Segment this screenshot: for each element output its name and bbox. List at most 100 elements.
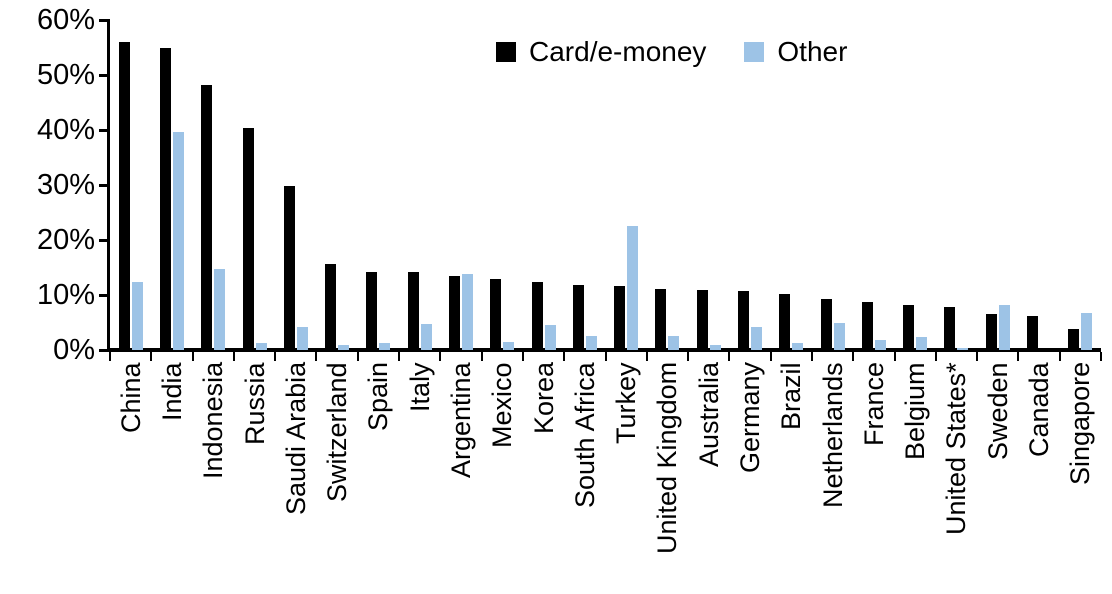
bar-card [283,186,295,350]
x-axis-label: Switzerland [322,362,353,502]
bar-card [614,286,626,350]
bar-card [696,290,708,350]
x-axis-label: Spain [363,362,394,432]
bar-other [255,342,267,350]
x-axis-tick [1100,352,1102,361]
y-axis-tick-label: 60% [36,4,95,36]
x-axis-label: Argentina [445,362,476,478]
x-axis-tick [810,352,813,361]
legend-item-other: Other [744,36,847,68]
y-axis-tick [99,239,110,242]
x-axis-label: Indonesia [198,362,229,480]
bar-other [1081,312,1093,350]
x-axis-label: Netherlands [817,362,848,508]
x-axis-tick [934,352,937,361]
bar-card [861,301,873,350]
bar-card [572,285,584,350]
bar-other [957,347,969,350]
x-axis-label: France [858,362,889,447]
x-axis-label: Saudi Arabia [280,362,311,516]
bar-card [655,288,667,350]
bar-card [407,271,419,350]
x-axis-label: Singapore [1065,362,1096,486]
x-axis-label: South Africa [569,362,600,508]
x-axis-label: Belgium [900,362,931,460]
x-axis-label: Canada [1024,362,1055,457]
x-axis-tick [893,352,896,361]
bar-other [998,305,1010,350]
x-axis-tick [150,352,153,361]
y-axis-tick-label: 0% [53,334,95,366]
x-axis-tick [109,352,111,361]
bar-card [944,306,956,350]
x-axis-tick [274,352,277,361]
bar-card [448,275,460,350]
other-swatch-icon [744,42,765,62]
legend-label-card-e-money: Card/e-money [529,36,707,67]
x-axis-tick [315,352,318,361]
legend: Card/e-money Other [496,36,847,68]
x-axis-tick [480,352,483,361]
bar-card [325,263,337,350]
x-axis-tick [1017,352,1020,361]
x-axis-tick [191,352,194,361]
bar-other [503,341,515,350]
x-axis-tick [356,352,359,361]
legend-item-card-e-money: Card/e-money [496,36,706,68]
x-axis-tick [687,352,690,361]
y-axis-line [107,20,110,352]
x-axis-tick [398,352,401,361]
x-axis-label: Brazil [776,362,807,430]
y-axis-tick-label: 30% [36,169,95,201]
x-axis-label: Russia [239,362,270,445]
card-e-money-swatch-icon [496,42,516,62]
bar-card [738,290,750,350]
bar-other [461,273,473,350]
bar-other [792,342,804,350]
bar-card [490,278,502,350]
x-axis-tick [1058,352,1061,361]
bar-card [366,271,378,350]
bar-other [338,344,350,350]
x-axis-label: Turkey [611,362,642,444]
bar-other [833,322,845,350]
bar-other [916,337,928,350]
bar-other [874,340,886,350]
bar-card [201,84,213,350]
bar-card [242,127,254,350]
y-axis-tick [99,349,110,352]
bar-other [585,336,597,350]
y-axis-tick-label: 50% [36,59,95,91]
x-axis-tick [645,352,648,361]
x-axis-label: Germany [735,362,766,474]
bar-other [296,327,308,350]
bar-other [379,343,391,350]
bar-card [985,314,997,350]
legend-label-other: Other [777,36,848,67]
x-axis-label: Italy [404,362,435,412]
y-axis-tick [99,74,110,77]
y-axis-tick-label: 10% [36,279,95,311]
y-axis-tick [99,129,110,132]
x-axis-tick [728,352,731,361]
bar-card [1068,328,1080,350]
x-axis-tick [521,352,524,361]
y-axis-tick [99,184,110,187]
y-axis-tick [99,294,110,297]
x-axis-label: Mexico [487,362,518,448]
bar-other [751,327,763,350]
bar-other [709,344,721,350]
x-axis-tick [769,352,772,361]
y-axis-tick [99,19,110,22]
bar-card [118,42,130,350]
bar-card [820,298,832,350]
x-axis-label: United States* [941,362,972,535]
bar-other [131,281,143,350]
x-axis-label: Australia [693,362,724,468]
x-axis-tick [232,352,235,361]
x-axis-label: India [156,362,187,421]
y-axis-tick-label: 40% [36,114,95,146]
y-axis-tick-label: 20% [36,224,95,256]
bar-card [159,47,171,350]
